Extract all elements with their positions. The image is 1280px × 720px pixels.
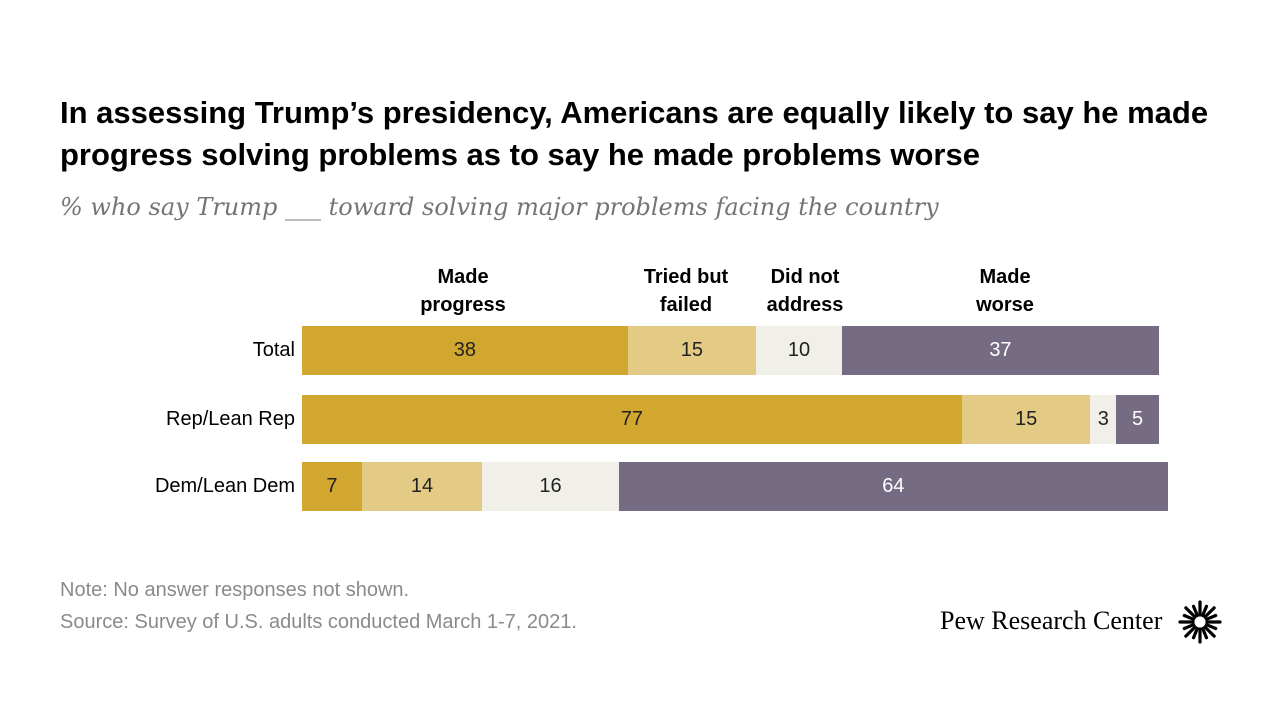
data-label-rep-lean-rep-made-worse: 5 bbox=[1132, 408, 1144, 430]
data-label-rep-lean-rep-tried-but-failed: 15 bbox=[1015, 408, 1038, 430]
sunburst-ray bbox=[1182, 613, 1196, 621]
sunburst-ray bbox=[1201, 604, 1209, 618]
data-label-total-tried-but-failed: 15 bbox=[680, 339, 704, 361]
pew-sunburst-icon bbox=[1178, 600, 1222, 644]
bar-dem-lean-dem-did-not-address: 16 bbox=[481, 462, 620, 511]
col-header-tried-but-failed-line2: failed bbox=[659, 294, 713, 316]
sunburst-ray bbox=[1204, 613, 1218, 621]
col-header-made-worse: Made worse bbox=[930, 263, 1080, 319]
chart-subtitle: % who say Trump ___ toward solving major… bbox=[60, 193, 939, 221]
data-label-total-made-progress: 38 bbox=[453, 339, 476, 361]
col-header-did-not-address-line2: address bbox=[766, 294, 844, 316]
col-header-did-not-address: Did not address bbox=[740, 263, 870, 319]
sunburst-ray bbox=[1191, 604, 1199, 618]
bar-dem-lean-dem-tried-but-failed: 14 bbox=[361, 462, 482, 511]
chart-title: In assessing Trump’s presidency, America… bbox=[60, 95, 1209, 172]
col-header-tried-but-failed-line1: Tried but bbox=[643, 266, 729, 288]
data-label-total-made-worse: 37 bbox=[989, 339, 1012, 361]
sunburst-ray bbox=[1204, 623, 1218, 631]
col-header-made-worse-line2: worse bbox=[976, 294, 1034, 316]
bar-rep-lean-rep-did-not-address: 3 bbox=[1090, 395, 1117, 444]
bar-dem-lean-dem-made-progress: 7 bbox=[302, 462, 362, 511]
data-label-total-did-not-address: 10 bbox=[787, 339, 811, 361]
data-label-rep-lean-rep-did-not-address: 3 bbox=[1097, 408, 1109, 430]
sunburst-ray bbox=[1203, 625, 1216, 638]
sunburst-ray bbox=[1184, 625, 1197, 638]
row-label-dem-lean-dem: Dem/Lean Dem bbox=[154, 475, 295, 497]
col-header-made-progress: Made progress bbox=[388, 263, 538, 319]
bar-rep-lean-rep-made-progress: 77 bbox=[302, 395, 962, 444]
bar-total-made-progress: 38 bbox=[302, 326, 628, 375]
col-header-did-not-address-line1: Did not bbox=[770, 266, 840, 288]
bar-rep-lean-rep-tried-but-failed: 15 bbox=[961, 395, 1091, 444]
bar-total-tried-but-failed: 15 bbox=[627, 326, 757, 375]
sunburst-ray bbox=[1203, 606, 1216, 619]
col-header-made-progress-line1: Made bbox=[437, 266, 489, 288]
bar-total-did-not-address: 10 bbox=[756, 326, 842, 375]
col-header-tried-but-failed: Tried but failed bbox=[618, 263, 754, 319]
sunburst-ray bbox=[1191, 626, 1199, 640]
data-label-dem-lean-dem-made-progress: 7 bbox=[326, 475, 338, 497]
row-label-total: Total bbox=[252, 339, 295, 361]
data-label-dem-lean-dem-tried-but-failed: 14 bbox=[410, 475, 434, 497]
data-label-rep-lean-rep-made-progress: 77 bbox=[620, 408, 644, 430]
bar-total-made-worse: 37 bbox=[841, 326, 1159, 375]
chart-note: Note: No answer responses not shown. bbox=[60, 579, 410, 601]
chart-source: Source: Survey of U.S. adults conducted … bbox=[60, 611, 577, 633]
pew-logo-text: Pew Research Center bbox=[940, 606, 1163, 635]
bar-rep-lean-rep-made-worse: 5 bbox=[1116, 395, 1159, 444]
data-label-dem-lean-dem-did-not-address: 16 bbox=[539, 475, 562, 497]
sunburst-ray bbox=[1201, 626, 1209, 640]
data-label-dem-lean-dem-made-worse: 64 bbox=[882, 475, 905, 497]
row-label-rep-lean-rep: Rep/Lean Rep bbox=[166, 408, 295, 430]
col-header-made-progress-line2: progress bbox=[420, 294, 506, 316]
sunburst-ray bbox=[1182, 623, 1196, 631]
bar-dem-lean-dem-made-worse: 64 bbox=[619, 462, 1168, 511]
sunburst-ray bbox=[1184, 606, 1197, 619]
col-header-made-worse-line1: Made bbox=[979, 266, 1031, 288]
